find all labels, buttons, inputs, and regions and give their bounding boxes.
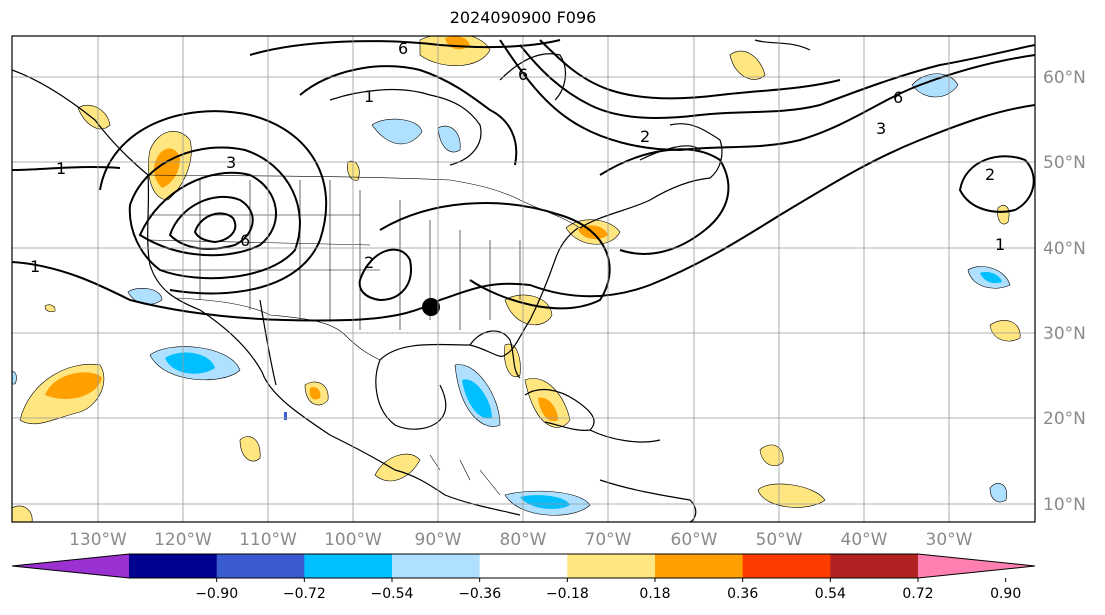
lat-label-30N: 30°N — [1043, 324, 1086, 344]
lon-label-100W: 100°W — [324, 530, 382, 550]
colorbar-tick-label: −0.54 — [371, 586, 414, 602]
contour-label: 6 — [893, 88, 903, 107]
political-borders — [147, 174, 581, 496]
colorbar-tick-label: 0.90 — [990, 586, 1021, 602]
negative-anomaly-shading — [12, 73, 1011, 516]
contour-label: 2 — [364, 253, 374, 272]
colorbar-tick-label: 0.36 — [727, 586, 758, 602]
colorbar-segment — [216, 554, 305, 578]
colorbar-segment — [567, 554, 656, 578]
contour-labels: 1 1 1 1 2 2 2 3 3 6 6 6 6 — [30, 39, 1005, 276]
contour-label: 6 — [518, 65, 528, 84]
map-title: 2024090900 F096 — [449, 8, 597, 27]
storm-center-dot — [422, 298, 440, 316]
lon-label-120W: 120°W — [154, 530, 212, 550]
lon-label-60W: 60°W — [671, 530, 718, 550]
lon-label-30W: 30°W — [926, 530, 973, 550]
colorbar-tick-label: −0.72 — [283, 586, 326, 602]
contour-label: 3 — [876, 119, 886, 138]
colorbar-segment — [304, 554, 393, 578]
colorbar-segment — [655, 554, 744, 578]
lat-label-50N: 50°N — [1043, 153, 1086, 173]
contour-label: 1 — [30, 257, 40, 276]
lat-label-20N: 20°N — [1043, 409, 1086, 429]
latitude-labels: 60°N 50°N 40°N 30°N 20°N 10°N — [1043, 68, 1086, 515]
contour-label: 3 — [226, 153, 236, 172]
contour-label: 1 — [364, 87, 374, 106]
lat-label-10N: 10°N — [1043, 495, 1086, 515]
colorbar-segment — [479, 554, 568, 578]
colorbar-max-extend — [918, 554, 1035, 578]
lon-label-50W: 50°W — [756, 530, 803, 550]
lon-label-80W: 80°W — [500, 530, 547, 550]
colorbar-tick-label: −0.90 — [195, 586, 238, 602]
lon-label-40W: 40°W — [841, 530, 888, 550]
colorbar-tick-label: −0.36 — [458, 586, 501, 602]
lon-label-130W: 130°W — [69, 530, 127, 550]
colorbar-outline — [11, 553, 1036, 579]
colorbar-segment — [742, 554, 831, 578]
contour-label: 2 — [985, 165, 995, 184]
lon-label-90W: 90°W — [415, 530, 462, 550]
contour-label: 1 — [56, 159, 66, 178]
plot-area — [12, 36, 1035, 522]
lat-label-40N: 40°N — [1043, 239, 1086, 259]
lat-label-60N: 60°N — [1043, 68, 1086, 88]
colorbar-tick-label: 0.72 — [902, 586, 933, 602]
contour-label: 6 — [398, 39, 408, 58]
lon-label-70W: 70°W — [585, 530, 632, 550]
plot-frame — [11, 35, 1036, 523]
colorbar-tick-label: 0.54 — [815, 586, 846, 602]
contour-label: 1 — [995, 235, 1005, 254]
colorbar-segment — [830, 554, 919, 578]
contour-label: 2 — [640, 127, 650, 146]
contour-label: 6 — [240, 231, 250, 250]
graticule — [12, 36, 1035, 522]
colorbar-min-extend — [12, 554, 129, 578]
colorbar-tick-label: 0.18 — [639, 586, 670, 602]
colorbar-tick-label: −0.18 — [546, 586, 589, 602]
colorbar-segment — [392, 554, 481, 578]
lon-label-110W: 110°W — [239, 530, 297, 550]
longitude-labels: 130°W 120°W 110°W 100°W 90°W 80°W 70°W 6… — [69, 530, 973, 550]
colorbar-segment — [129, 554, 218, 578]
colorbar: −0.90 −0.72 −0.54 −0.36 −0.18 0.18 0.36 0.54 0.7… — [11, 553, 1036, 602]
